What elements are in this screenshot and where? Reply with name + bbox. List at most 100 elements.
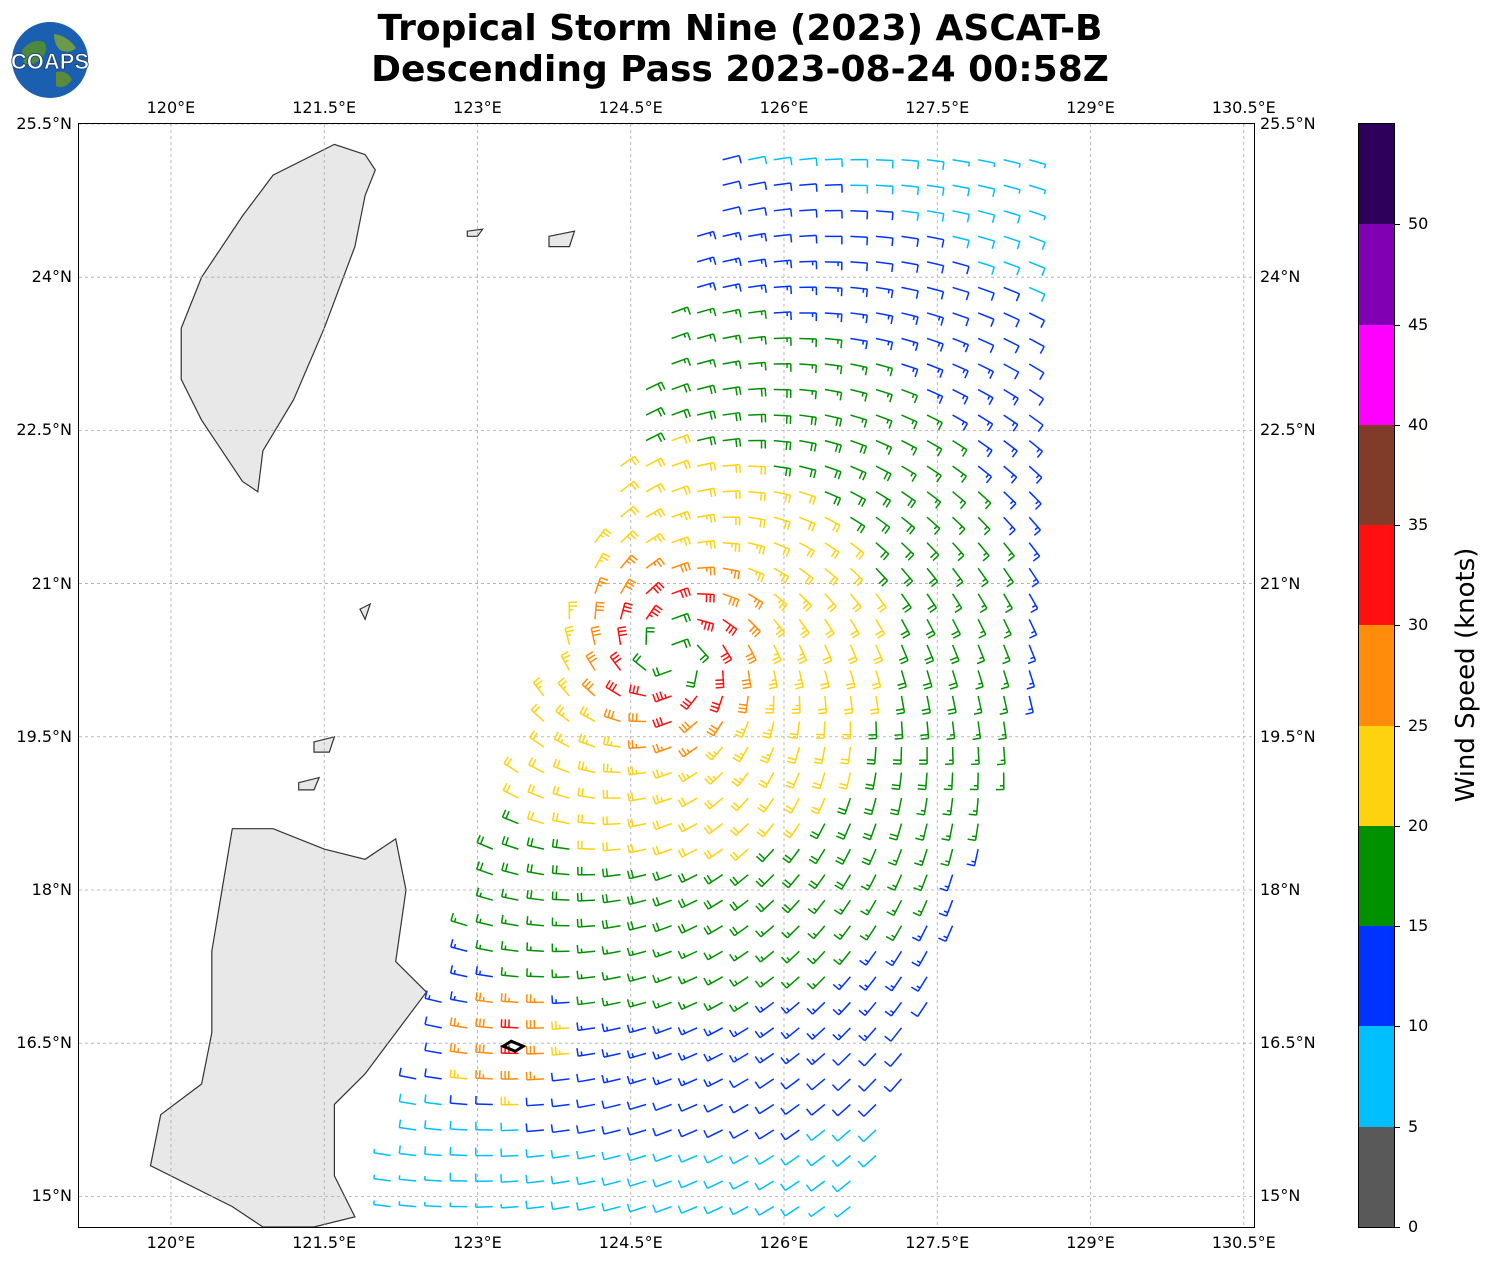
- wind-barb: [628, 713, 647, 723]
- wind-barb: [910, 1001, 928, 1018]
- wind-barb: [860, 874, 877, 891]
- wind-barb: [799, 208, 818, 218]
- colorbar-tick-mark: [1395, 926, 1400, 928]
- wind-barb: [552, 758, 570, 774]
- wind-barb: [550, 1124, 570, 1134]
- wind-barb: [926, 542, 940, 562]
- wind-barb: [398, 1067, 417, 1080]
- wind-barb: [703, 976, 724, 986]
- wind-barb: [1003, 363, 1020, 380]
- wind-barb: [475, 992, 493, 1004]
- wind-barb: [1003, 235, 1021, 250]
- wind-barb: [525, 1097, 544, 1107]
- wind-barb: [884, 1027, 903, 1042]
- wind-barb: [850, 312, 869, 324]
- wind-barb: [1028, 286, 1046, 302]
- wind-barb: [898, 644, 909, 665]
- wind-barb: [773, 363, 792, 372]
- wind-barb: [824, 593, 837, 613]
- wind-barb: [677, 873, 698, 883]
- wind-barb: [873, 644, 884, 665]
- wind-barb: [773, 618, 786, 639]
- wind-barb: [652, 896, 672, 907]
- wind-barb: [773, 337, 792, 346]
- colorbar: [1358, 123, 1395, 1228]
- wind-barb: [875, 261, 894, 273]
- wind-barb: [850, 414, 868, 428]
- wind-barb: [824, 261, 843, 271]
- wind-barb: [755, 925, 775, 938]
- wind-barb: [926, 286, 945, 300]
- wind-barb: [773, 156, 793, 166]
- wind-barb: [703, 899, 724, 910]
- wind-barb: [859, 925, 877, 941]
- wind-barb: [831, 1129, 851, 1142]
- lon-tick-label-bottom: 126°E: [759, 1233, 809, 1252]
- wind-barb: [626, 1127, 647, 1136]
- wind-barb: [806, 976, 826, 990]
- colorbar-tick-mark: [1395, 1026, 1400, 1028]
- wind-barb: [1002, 644, 1011, 665]
- wind-barb: [652, 949, 672, 958]
- wind-barb: [832, 1001, 851, 1016]
- wind-barb: [901, 286, 919, 299]
- wind-barb: [671, 485, 692, 495]
- wind-barbs: [373, 154, 1047, 1218]
- lat-tick-label-left: 16.5°N: [16, 1033, 72, 1053]
- wind-barb: [526, 916, 544, 927]
- wind-barb: [373, 1174, 391, 1182]
- wind-barb: [652, 743, 672, 754]
- wind-barb: [476, 834, 494, 850]
- wind-barb: [1003, 337, 1020, 354]
- wind-barb: [748, 232, 768, 242]
- wind-barb: [652, 1076, 672, 1086]
- colorbar-tick-mark: [1395, 825, 1400, 827]
- wind-barb: [754, 1154, 775, 1166]
- wind-barb: [748, 413, 767, 423]
- wind-barb: [977, 286, 995, 301]
- wind-barb: [976, 644, 986, 665]
- wind-barb: [926, 439, 943, 457]
- wind-barb: [748, 181, 768, 191]
- wind-barb: [926, 491, 942, 509]
- wind-barb: [601, 946, 621, 956]
- wind-barb: [799, 157, 818, 167]
- wind-barb: [748, 361, 767, 371]
- wind-barb: [602, 816, 621, 826]
- wind-barb: [696, 358, 717, 368]
- wind-barb: [1028, 235, 1046, 251]
- wind-barb: [754, 1078, 775, 1089]
- wind-barb: [845, 670, 856, 690]
- wind-barb: [601, 1126, 621, 1135]
- wind-barb: [863, 797, 877, 816]
- wind-barb: [601, 997, 621, 1007]
- wind-barb: [605, 679, 621, 697]
- wind-barb: [952, 388, 969, 405]
- wind-barb: [875, 235, 894, 247]
- wind-barb: [849, 593, 862, 613]
- wind-barb: [773, 182, 793, 192]
- wind-barb: [500, 941, 519, 952]
- wind-barb: [619, 602, 633, 620]
- wind-barb: [1003, 184, 1021, 194]
- yonaguni-island: [466, 228, 484, 237]
- wind-barb: [1026, 670, 1036, 690]
- lon-tick-label-bottom: 127.5°E: [905, 1233, 970, 1252]
- wind-barb: [952, 286, 970, 301]
- wind-barb: [626, 1075, 647, 1085]
- wind-barb: [551, 1020, 570, 1030]
- wind-barb: [1028, 491, 1042, 510]
- wind-barb: [780, 1129, 800, 1141]
- wind-barb: [850, 363, 868, 376]
- wind-barb: [875, 542, 890, 561]
- wind-barb: [601, 972, 621, 981]
- wind-barb: [971, 746, 980, 766]
- wind-barb: [722, 360, 742, 370]
- wind-barb: [901, 235, 920, 247]
- wind-barb: [875, 465, 892, 482]
- wind-barb: [652, 1102, 672, 1111]
- wind-barb: [703, 1078, 724, 1088]
- wind-barb: [626, 1152, 647, 1162]
- wind-barb: [811, 772, 826, 790]
- wind-barb: [926, 337, 944, 352]
